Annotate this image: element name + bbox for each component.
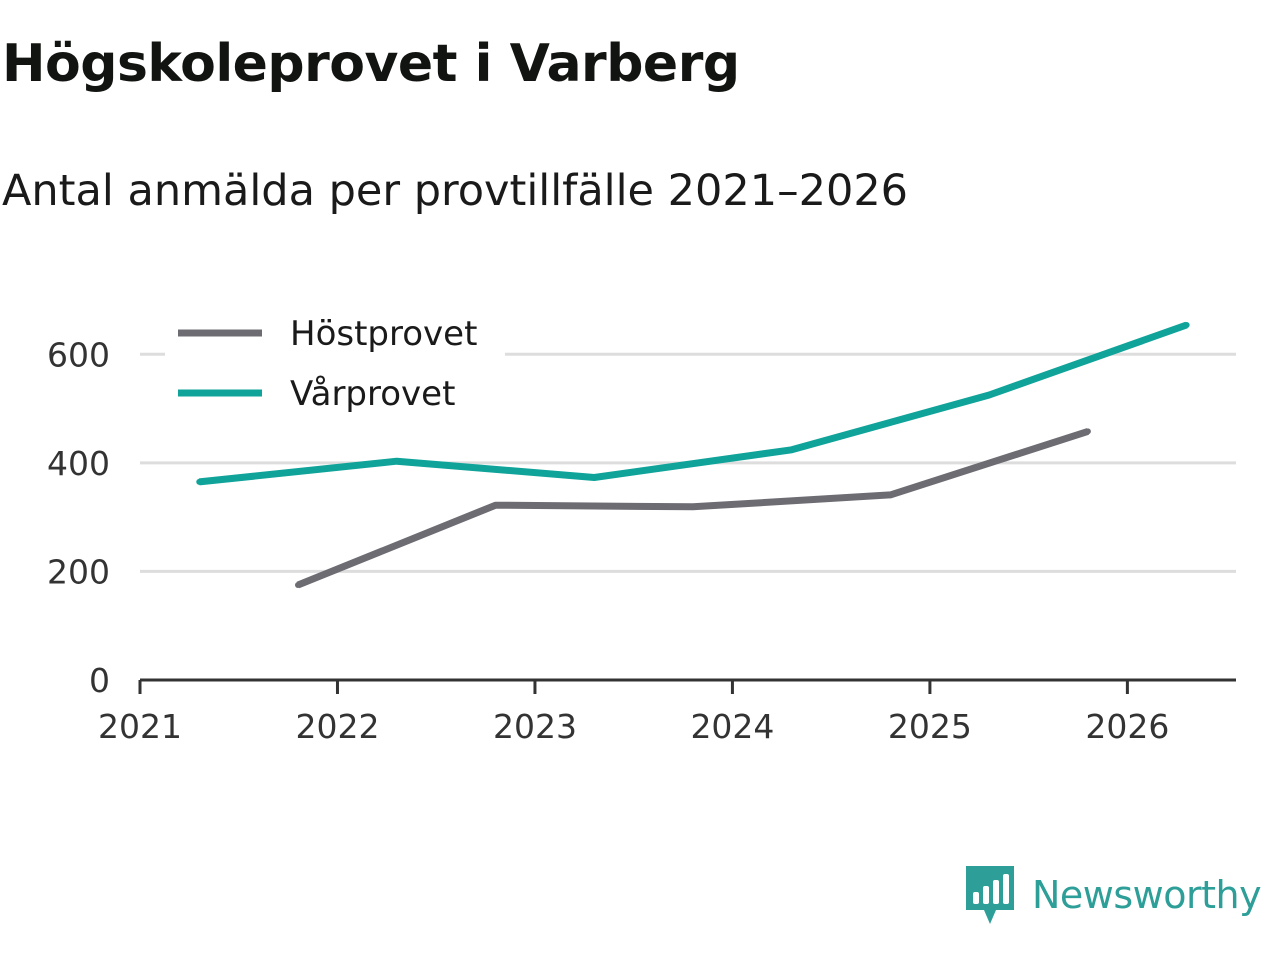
data-point-1-3 (788, 446, 795, 453)
brand-name: Newsworthy (1032, 873, 1262, 917)
x-tick-label-2021: 2021 (98, 707, 182, 746)
series-lines (196, 321, 1190, 589)
newsworthy-logo-icon (966, 866, 1014, 924)
brand-logo: Newsworthy (964, 864, 1262, 926)
x-tick-label-2026: 2026 (1085, 707, 1169, 746)
y-tick-label-400: 400 (47, 444, 110, 483)
data-point-0-3 (887, 491, 894, 498)
data-point-1-0 (196, 478, 203, 485)
data-point-0-4 (1084, 428, 1091, 435)
chart-title: Högskoleprovet i Varberg (2, 34, 740, 94)
data-point-0-2 (689, 503, 696, 510)
data-point-0-1 (492, 502, 499, 509)
y-tick-label-0: 0 (89, 661, 110, 700)
data-point-1-2 (591, 474, 598, 481)
legend-label-1: Vårprovet (290, 374, 455, 414)
data-point-1-5 (1183, 321, 1190, 328)
data-point-1-4 (986, 392, 993, 398)
data-point-0-0 (294, 582, 301, 588)
x-tick-label-2024: 2024 (690, 707, 774, 746)
legend: Höstprovet Vårprovet (165, 305, 505, 425)
x-tick-label-2022: 2022 (295, 707, 379, 746)
y-tick-label-600: 600 (47, 335, 110, 374)
legend-label-0: Höstprovet (290, 314, 477, 354)
series-line-1 (198, 321, 1188, 486)
legend-background (165, 305, 505, 425)
chart-subtitle: Antal anmälda per provtillfälle 2021–202… (2, 166, 909, 216)
data-point-1-1 (393, 458, 400, 465)
y-tick-label-200: 200 (47, 552, 110, 591)
y-axis-labels: 0 200 400 600 (47, 335, 110, 700)
x-tick-label-2023: 2023 (493, 707, 577, 746)
x-tick-label-2025: 2025 (888, 707, 972, 746)
x-axis: 2021 2022 2023 2024 2025 2026 (98, 678, 1236, 746)
